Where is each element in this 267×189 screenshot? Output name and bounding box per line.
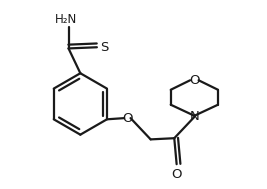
Text: S: S bbox=[100, 41, 109, 54]
Text: N: N bbox=[190, 110, 199, 123]
Text: O: O bbox=[122, 112, 132, 125]
Text: H₂N: H₂N bbox=[55, 13, 77, 26]
Text: O: O bbox=[189, 74, 200, 87]
Text: O: O bbox=[171, 168, 182, 181]
